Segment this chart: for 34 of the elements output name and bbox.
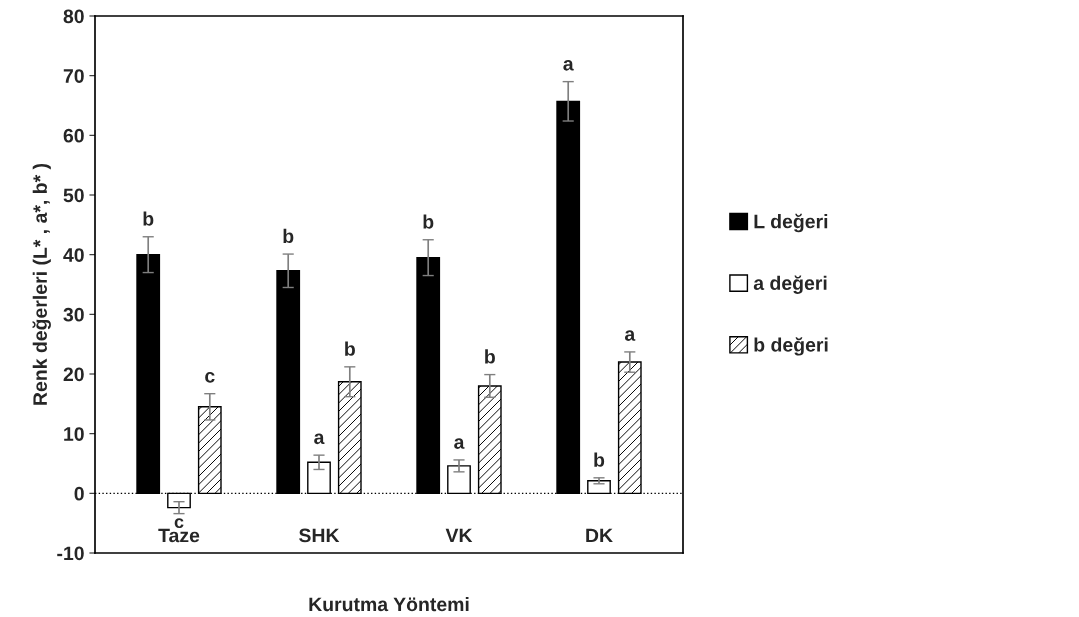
data-label: b: [283, 228, 294, 244]
data-label: b: [423, 214, 434, 229]
x-axis-title: Kurutma Yöntemi: [309, 596, 469, 612]
y-tick-label: 50: [63, 188, 84, 203]
y-tick-label: 20: [63, 367, 84, 382]
x-tick-label: VK: [445, 528, 473, 543]
data-label: a: [454, 438, 465, 449]
y-tick-label: -10: [57, 546, 84, 561]
legend-label: L değeri: [754, 213, 828, 233]
y-tick-label: 60: [63, 128, 84, 143]
legend-label: b değeri: [754, 337, 828, 356]
y-tick-label: 70: [63, 69, 84, 83]
data-label: c: [205, 372, 215, 383]
y-tick-label: 30: [63, 307, 84, 322]
data-label: a: [314, 433, 325, 445]
y-tick-label: 80: [63, 9, 84, 24]
y-tick-label: 10: [64, 427, 84, 441]
data-label: c: [174, 518, 184, 529]
x-tick-label: SHK: [299, 528, 340, 543]
x-tick-label: DK: [586, 528, 613, 543]
data-label: a: [563, 59, 574, 71]
y-axis-title: Renk değerleri (L* , a*, b* ): [32, 163, 51, 405]
data-label: b: [345, 341, 355, 356]
bar: [477, 385, 502, 495]
data-label: a: [624, 330, 636, 341]
bar: [197, 406, 222, 495]
y-tick-label: 40: [63, 248, 84, 262]
data-label: b: [594, 452, 605, 467]
bar: [337, 381, 362, 495]
x-tick-label: Taze: [158, 528, 200, 543]
data-label: b: [143, 211, 154, 226]
y-tick-label: 0: [74, 486, 84, 501]
data-label: b: [485, 349, 495, 364]
legend-label: a değeri: [753, 275, 827, 294]
